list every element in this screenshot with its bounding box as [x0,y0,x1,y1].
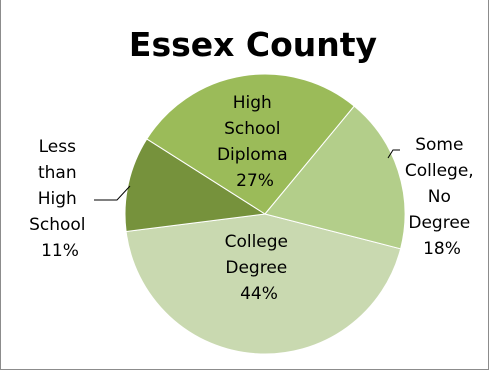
chart-title: Essex County [129,25,377,64]
pie-slice-less-than-high-school [124,138,267,233]
slice-label-high-school-diploma: High School Diploma 27% [217,93,293,191]
pie-slice-high-school-diploma [146,73,355,215]
pie-slices [124,73,406,355]
slice-label-less-than-high-school: Less than High School 11% [29,137,91,261]
pie-slice-some-college-no-degree [264,105,406,250]
slice-label-college-degree: College Degree 44% [225,232,294,304]
leader-line-some-college [387,149,400,159]
pie-slice-college-degree [125,213,402,355]
slice-label-some-college-no-degree: Some College, No Degree 18% [405,135,479,259]
leader-line-less-than-high-school [94,185,131,201]
